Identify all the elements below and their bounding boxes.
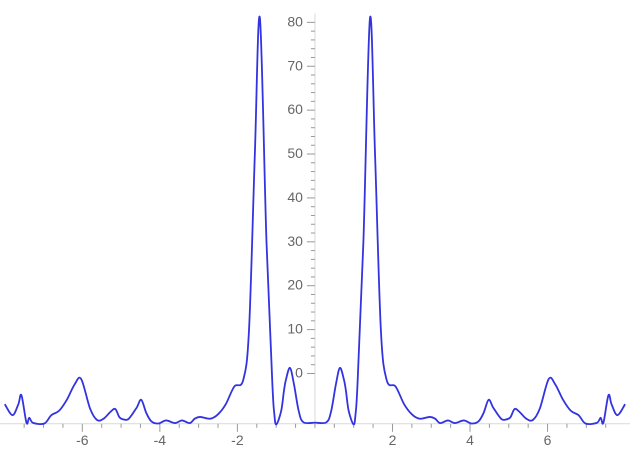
svg-text:-4: -4 — [154, 432, 167, 448]
svg-text:0: 0 — [295, 364, 303, 380]
svg-text:10: 10 — [287, 321, 303, 337]
svg-text:80: 80 — [287, 13, 303, 29]
svg-text:40: 40 — [287, 189, 303, 205]
svg-text:6: 6 — [544, 432, 552, 448]
svg-text:50: 50 — [287, 145, 303, 161]
svg-text:70: 70 — [287, 57, 303, 73]
svg-text:2: 2 — [389, 432, 397, 448]
svg-text:60: 60 — [287, 101, 303, 117]
svg-text:30: 30 — [287, 233, 303, 249]
svg-text:4: 4 — [466, 432, 474, 448]
svg-text:20: 20 — [287, 277, 303, 293]
svg-text:-6: -6 — [76, 432, 89, 448]
svg-text:-2: -2 — [231, 432, 244, 448]
